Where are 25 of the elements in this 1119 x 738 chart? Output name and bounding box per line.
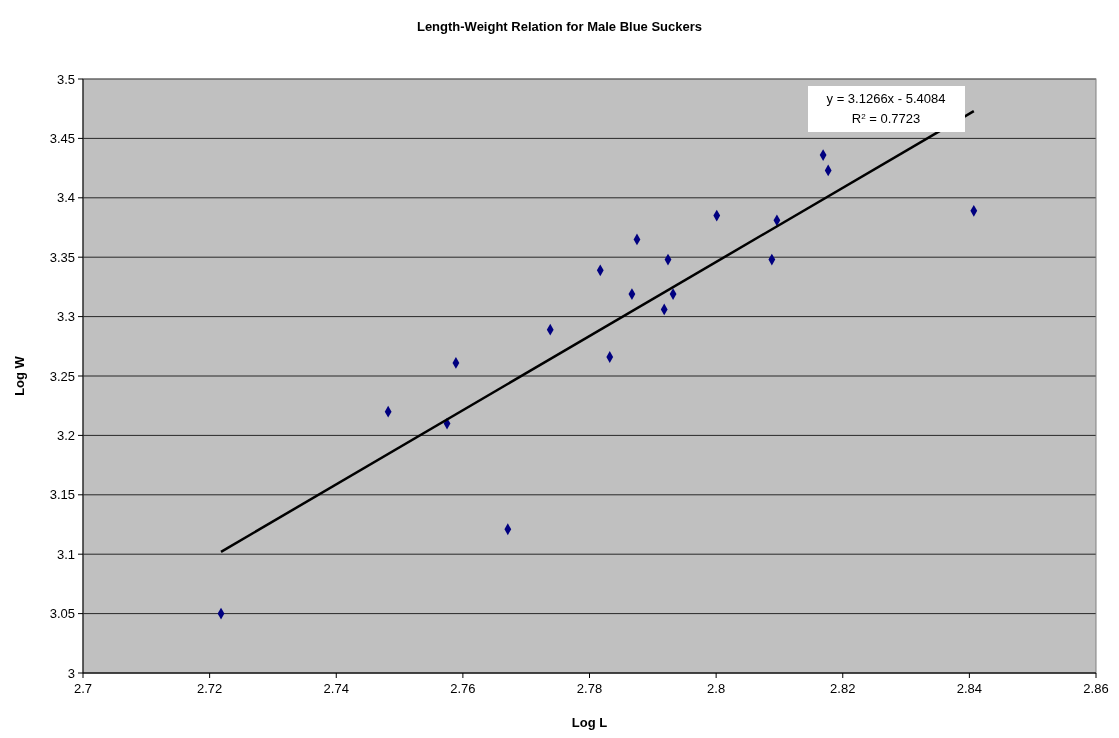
x-tick-label: 2.84: [956, 681, 983, 696]
y-tick-label: 3: [67, 665, 75, 681]
y-tick-label: 3.2: [56, 427, 75, 443]
y-tick-label: 3.1: [56, 546, 75, 562]
y-axis-title: Log W: [12, 355, 27, 396]
y-tick-label: 3.15: [49, 487, 75, 503]
y-tick-label: 3.35: [49, 249, 75, 265]
x-axis-title: Log L: [571, 715, 608, 730]
y-tick-label: 3.25: [49, 368, 75, 384]
x-tick-label: 2.76: [450, 681, 476, 696]
x-tick-label: 2.7: [73, 681, 93, 696]
y-tick-label: 3.3: [56, 309, 75, 325]
x-tick-label: 2.74: [323, 681, 349, 696]
x-tick-label: 2.82: [830, 681, 856, 696]
x-tick-label: 2.8: [707, 681, 726, 696]
x-tick-label: 2.78: [576, 681, 603, 696]
annotation: R$^{2}$ = 0.7723: [851, 111, 921, 126]
x-tick-label: 2.72: [196, 681, 223, 696]
x-tick-label: 2.86: [1083, 681, 1109, 696]
chart-title: Length-Weight Relation for Male Blue Suckers: [416, 19, 703, 34]
y-tick-label: 3.4: [56, 190, 75, 206]
annotation: y = 3.1266x - 5.4084: [826, 91, 946, 106]
y-tick-label: 3.5: [56, 71, 75, 87]
y-tick-label: 3.05: [49, 606, 75, 622]
y-tick-label: 3.45: [49, 130, 75, 146]
